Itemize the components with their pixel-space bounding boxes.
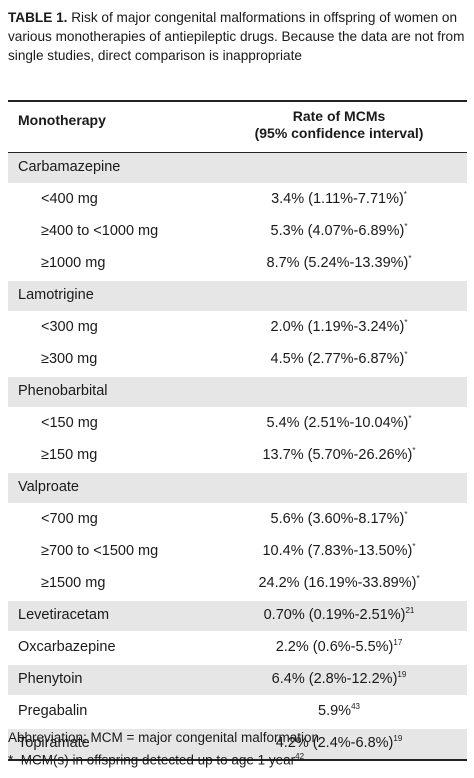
table-header: Monotherapy Rate of MCMs (95% confidence… — [8, 100, 467, 153]
rate-text: 13.7% (5.70%-26.26%) — [262, 447, 413, 463]
rate-text: 10.4% (7.83%-13.50%) — [262, 543, 413, 559]
rate-ref: 17 — [393, 638, 403, 648]
rate-text: 5.3% (4.07%-6.89%) — [270, 223, 405, 239]
table-row: Topiramate 4.2% (2.4%-6.8%)19 — [8, 727, 467, 759]
row-value: 3.4% (1.11%-7.71%)* — [225, 191, 453, 207]
rate-ref: * — [404, 510, 408, 520]
rate-text: 24.2% (16.19%-33.89%) — [258, 575, 417, 591]
table-row: ≥400 to <1000 mg 5.3% (4.07%-6.89%)* — [8, 215, 467, 247]
rate-text: 4.2% (2.4%-6.8%) — [275, 735, 394, 751]
row-label: Valproate — [18, 479, 79, 495]
row-value: 10.4% (7.83%-13.50%)* — [225, 543, 453, 559]
row-value: 6.4% (2.8%-12.2%)19 — [225, 671, 453, 687]
row-label: Phenobarbital — [18, 383, 108, 399]
rate-ref: 19 — [397, 670, 407, 680]
table-row: Phenobarbital — [8, 375, 467, 407]
table-caption: TABLE 1. Risk of major congenital malfor… — [8, 8, 468, 65]
rate-ref: * — [416, 574, 420, 584]
row-value: 0.70% (0.19%-2.51%)21 — [225, 607, 453, 623]
row-value: 5.4% (2.51%-10.04%)* — [225, 415, 453, 431]
monotherapy-table: Monotherapy Rate of MCMs (95% confidence… — [8, 100, 467, 761]
row-label: ≥400 to <1000 mg — [41, 223, 159, 239]
row-value: 8.7% (5.24%-13.39%)* — [225, 255, 453, 271]
row-value: 2.0% (1.19%-3.24%)* — [225, 319, 453, 335]
rate-text: 6.4% (2.8%-12.2%) — [271, 671, 398, 687]
row-label: <400 mg — [41, 191, 98, 207]
asterisk-text: MCM(s) in offspring detected up to age 1… — [20, 752, 296, 768]
row-label: <700 mg — [41, 511, 98, 527]
row-label: ≥700 to <1500 mg — [41, 543, 159, 559]
rate-ref: 19 — [393, 734, 403, 744]
asterisk-mark: * — [8, 752, 14, 768]
rate-ref: * — [404, 222, 408, 232]
table-row: Phenytoin 6.4% (2.8%-12.2%)19 — [8, 663, 467, 695]
row-label: Topiramate — [18, 735, 90, 751]
row-label: Lamotrigine — [18, 287, 94, 303]
caption-text: Risk of major congenital malformations i… — [8, 10, 465, 63]
row-value: 5.3% (4.07%-6.89%)* — [225, 223, 453, 239]
row-label: ≥1000 mg — [41, 255, 106, 271]
row-value: 4.2% (2.4%-6.8%)19 — [225, 735, 453, 751]
asterisk-note: * MCM(s) in offspring detected up to age… — [8, 747, 319, 770]
table-row: Carbamazepine — [8, 153, 467, 183]
table-row: ≥300 mg 4.5% (2.77%-6.87%)* — [8, 343, 467, 375]
table-row: <400 mg 3.4% (1.11%-7.71%)* — [8, 183, 467, 215]
row-label: ≥1500 mg — [41, 575, 106, 591]
row-label: <150 mg — [41, 415, 98, 431]
table-row: Levetiracetam 0.70% (0.19%-2.51%)21 — [8, 599, 467, 631]
rate-ref: * — [412, 446, 416, 456]
abbreviation-note: Abbreviation: MCM = major congenital mal… — [8, 730, 320, 745]
rate-ref: * — [404, 350, 408, 360]
table-row: Pregabalin 5.9%43 — [8, 695, 467, 727]
table-row: Valproate — [8, 471, 467, 503]
rate-ref: * — [408, 414, 412, 424]
table-row: <700 mg 5.6% (3.60%-8.17%)* — [8, 503, 467, 535]
asterisk-ref: 42 — [295, 752, 305, 761]
rate-text: 5.6% (3.60%-8.17%) — [270, 511, 405, 527]
table-row: ≥1000 mg 8.7% (5.24%-13.39%)* — [8, 247, 467, 279]
rate-ref: * — [403, 190, 407, 200]
rate-text: 3.4% (1.11%-7.71%) — [271, 191, 404, 207]
table-footnotes: Abbreviation: MCM = major congenital mal… — [8, 728, 319, 770]
row-value: 4.5% (2.77%-6.87%)* — [225, 351, 453, 367]
rate-ref: * — [404, 318, 408, 328]
header-rate-line2: (95% confidence interval) — [254, 125, 424, 141]
row-value: 13.7% (5.70%-26.26%)* — [225, 447, 453, 463]
table-row: ≥1500 mg 24.2% (16.19%-33.89%)* — [8, 567, 467, 599]
table-row: <300 mg 2.0% (1.19%-3.24%)* — [8, 311, 467, 343]
row-label: ≥300 mg — [41, 351, 98, 367]
table-row: ≥700 to <1500 mg 10.4% (7.83%-13.50%)* — [8, 535, 467, 567]
rate-text: 5.9% — [318, 703, 352, 719]
row-value: 2.2% (0.6%-5.5%)17 — [225, 639, 453, 655]
rate-text: 5.4% (2.51%-10.04%) — [266, 415, 409, 431]
rate-ref: 21 — [405, 606, 415, 616]
table-row: <150 mg 5.4% (2.51%-10.04%)* — [8, 407, 467, 439]
table-row: Oxcarbazepine 2.2% (0.6%-5.5%)17 — [8, 631, 467, 663]
rate-text: 4.5% (2.77%-6.87%) — [270, 351, 405, 367]
row-label: ≥150 mg — [41, 447, 98, 463]
header-rate: Rate of MCMs (95% confidence interval) — [224, 108, 454, 142]
row-label: <300 mg — [41, 319, 98, 335]
table-row: Lamotrigine — [8, 279, 467, 311]
table-number: TABLE 1. — [8, 10, 68, 25]
rate-ref: * — [412, 542, 416, 552]
rate-ref: 43 — [351, 702, 360, 712]
row-label: Phenytoin — [18, 671, 83, 687]
rate-text: 8.7% (5.24%-13.39%) — [266, 255, 409, 271]
header-rate-line1: Rate of MCMs — [292, 108, 386, 124]
table-row: ≥150 mg 13.7% (5.70%-26.26%)* — [8, 439, 467, 471]
row-value: 5.9%43 — [225, 703, 453, 719]
row-label: Pregabalin — [18, 703, 88, 719]
row-label: Oxcarbazepine — [18, 639, 116, 655]
row-value: 5.6% (3.60%-8.17%)* — [225, 511, 453, 527]
header-monotherapy: Monotherapy — [18, 112, 106, 128]
rate-text: 2.0% (1.19%-3.24%) — [270, 319, 405, 335]
rate-ref: * — [408, 254, 412, 264]
rate-text: 0.70% (0.19%-2.51%) — [263, 607, 406, 623]
row-value: 24.2% (16.19%-33.89%)* — [225, 575, 453, 591]
rate-text: 2.2% (0.6%-5.5%) — [275, 639, 394, 655]
row-label: Levetiracetam — [18, 607, 110, 623]
row-label: Carbamazepine — [18, 159, 121, 175]
table-body: Carbamazepine <400 mg 3.4% (1.11%-7.71%)* ≥… — [8, 153, 467, 759]
